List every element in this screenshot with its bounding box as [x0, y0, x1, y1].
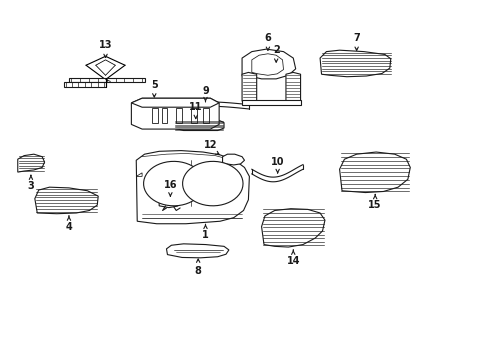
Polygon shape: [285, 72, 300, 104]
Text: 12: 12: [203, 140, 217, 150]
Polygon shape: [35, 187, 98, 214]
Polygon shape: [136, 150, 249, 224]
Polygon shape: [64, 82, 105, 87]
Text: 6: 6: [264, 33, 271, 43]
Polygon shape: [320, 50, 390, 77]
Text: 14: 14: [286, 256, 300, 266]
Text: 16: 16: [163, 180, 177, 190]
Text: 9: 9: [202, 86, 208, 96]
Polygon shape: [131, 98, 219, 107]
Polygon shape: [173, 120, 224, 131]
Text: 3: 3: [27, 181, 34, 192]
Polygon shape: [18, 154, 44, 172]
Polygon shape: [222, 154, 244, 165]
Polygon shape: [251, 54, 283, 75]
Text: 13: 13: [99, 40, 112, 50]
Polygon shape: [159, 197, 182, 208]
Polygon shape: [261, 209, 325, 247]
Text: 1: 1: [202, 230, 208, 240]
Polygon shape: [242, 49, 295, 79]
Polygon shape: [242, 72, 256, 104]
Text: 11: 11: [188, 102, 202, 112]
Polygon shape: [143, 161, 203, 206]
Polygon shape: [69, 78, 144, 82]
Polygon shape: [131, 98, 219, 129]
Text: 10: 10: [270, 157, 284, 167]
Polygon shape: [182, 161, 243, 206]
Polygon shape: [242, 100, 300, 105]
Text: 2: 2: [272, 45, 279, 55]
Text: 4: 4: [65, 222, 72, 232]
Text: 7: 7: [352, 33, 359, 43]
Text: 8: 8: [194, 266, 201, 276]
Polygon shape: [339, 152, 409, 193]
Polygon shape: [166, 244, 228, 258]
Text: 15: 15: [367, 201, 381, 211]
Text: 5: 5: [151, 80, 157, 90]
